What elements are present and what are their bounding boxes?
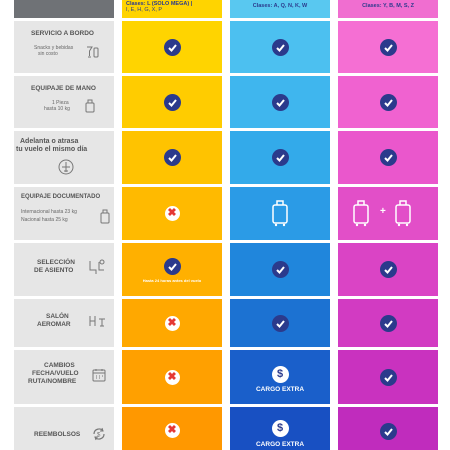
cell-salon-fare-3 xyxy=(338,299,438,347)
row-sub: Snacks y bebidas xyxy=(34,45,74,51)
cell-reembolsos-fare-1: ✖ xyxy=(122,407,222,450)
row-title: EQUIPAJE DOCUMENTADO xyxy=(21,194,101,200)
cell-adelanta-fare-3 xyxy=(338,131,438,184)
row-label-adelanta: Adelanta o atrasa tu vuelo el mismo día xyxy=(14,131,114,184)
row-sub: 1 Pieza xyxy=(52,100,69,106)
row-title: REEMBOLSOS xyxy=(34,431,81,438)
row-label-reembolsos: REEMBOLSOS $ xyxy=(14,407,114,450)
check-icon xyxy=(163,38,181,56)
row-title: Adelanta o atrasa xyxy=(20,138,79,145)
row-label-asiento: SELECCIÓN DE ASIENTO xyxy=(14,243,114,296)
cell-servicio-fare-1 xyxy=(122,21,222,73)
row-title: RUTA/NOMBRE xyxy=(28,378,77,385)
check-icon xyxy=(379,261,397,278)
row-sub: Nacional hasta 25 kg xyxy=(21,217,68,223)
row-title: CAMBIOS xyxy=(44,362,75,369)
x-mark-icon: ✖ xyxy=(164,315,180,331)
plus-icon: + xyxy=(380,206,386,217)
row-sub: hasta 10 kg xyxy=(44,106,70,112)
cell-documentado-fare-2 xyxy=(230,187,330,240)
row-sub: sin costo xyxy=(38,51,58,57)
header-fare-2: Clases: A, Q, N, K, W xyxy=(230,0,330,18)
cell-cambios-fare-1: ✖ xyxy=(122,350,222,404)
header-fare-1: Clases: L (SOLO MEGA) | I, E, H, G, X, P xyxy=(122,0,222,18)
row-label-servicio: SERVICIO A BORDO Snacks y bebidas sin co… xyxy=(14,21,114,73)
header-fare-3-classes: Clases: Y, B, M, S, Z xyxy=(362,3,414,9)
header-corner xyxy=(14,0,114,18)
seat-icon xyxy=(88,259,106,277)
check-icon xyxy=(379,422,397,440)
check-icon xyxy=(163,93,181,111)
row-label-cambios: CAMBIOS FECHA/VUELO RUTA/NOMBRE xyxy=(14,350,114,404)
cell-adelanta-fare-1 xyxy=(122,131,222,184)
suitcase-icon xyxy=(395,200,411,227)
cell-equipaje-mano-fare-2 xyxy=(230,76,330,128)
x-mark-icon: ✖ xyxy=(164,206,180,221)
plane-icon xyxy=(58,159,74,177)
check-icon xyxy=(379,368,397,386)
check-icon xyxy=(271,314,289,332)
row-title: SERVICIO A BORDO xyxy=(31,30,94,37)
suitcase-icon xyxy=(272,200,288,227)
drinks-icon xyxy=(86,45,100,61)
cell-documentado-fare-1: ✖ xyxy=(122,187,222,240)
dollar-icon: $ xyxy=(271,420,289,437)
cell-adelanta-fare-2 xyxy=(230,131,330,184)
row-sub: Internacional hasta 23 kg xyxy=(21,209,77,215)
svg-text:$: $ xyxy=(97,433,101,439)
row-label-salon: SALÓN AEROMAR xyxy=(14,299,114,347)
header-fare-2-classes: Clases: A, Q, N, K, W xyxy=(252,3,308,9)
row-title: DE ASIENTO xyxy=(34,267,74,274)
suitcase-icon xyxy=(353,200,369,227)
carry-on-bag-icon xyxy=(84,99,96,116)
row-title: AEROMAR xyxy=(37,321,71,328)
cell-servicio-fare-2 xyxy=(230,21,330,73)
cell-asiento-fare-2 xyxy=(230,243,330,296)
header-fare-1-classes-cont: I, E, H, G, X, P xyxy=(126,7,163,13)
cell-reembolsos-fare-2: $ CARGO EXTRA xyxy=(230,407,330,450)
row-title: SELECCIÓN xyxy=(37,259,75,266)
seat-note: Hasta 24 horas antes del vuelo xyxy=(142,278,202,283)
cell-salon-fare-1: ✖ xyxy=(122,299,222,347)
header-fare-3: Clases: Y, B, M, S, Z xyxy=(338,0,438,18)
check-icon xyxy=(379,93,397,111)
row-title: SALÓN xyxy=(46,313,69,320)
row-label-equipaje-mano: EQUIPAJE DE MANO 1 Pieza hasta 10 kg xyxy=(14,76,114,128)
cell-asiento-fare-1: Hasta 24 horas antes del vuelo xyxy=(122,243,222,296)
extra-charge-label: CARGO EXTRA xyxy=(255,386,305,393)
checked-bag-icon xyxy=(100,209,110,227)
check-icon xyxy=(271,38,289,56)
cell-documentado-fare-3: + xyxy=(338,187,438,240)
row-title: EQUIPAJE DE MANO xyxy=(31,85,96,92)
x-mark-icon: ✖ xyxy=(164,422,180,438)
x-mark-icon: ✖ xyxy=(164,369,180,385)
cell-asiento-fare-3 xyxy=(338,243,438,296)
check-icon xyxy=(379,38,397,56)
calendar-icon xyxy=(92,368,106,384)
lounge-icon xyxy=(88,314,106,330)
cell-servicio-fare-3 xyxy=(338,21,438,73)
cell-equipaje-mano-fare-1 xyxy=(122,76,222,128)
check-icon xyxy=(379,149,397,166)
extra-charge-label: CARGO EXTRA xyxy=(255,441,305,448)
dollar-icon: $ xyxy=(271,366,289,383)
check-icon xyxy=(163,257,181,275)
cell-equipaje-mano-fare-3 xyxy=(338,76,438,128)
header-fare-1-classes: Clases: L (SOLO MEGA) | xyxy=(126,1,193,7)
cell-salon-fare-2 xyxy=(230,299,330,347)
cell-cambios-fare-2: $ CARGO EXTRA xyxy=(230,350,330,404)
check-icon xyxy=(271,261,289,278)
cell-reembolsos-fare-3 xyxy=(338,407,438,450)
cell-cambios-fare-3 xyxy=(338,350,438,404)
row-title: FECHA/VUELO xyxy=(32,370,79,377)
check-icon xyxy=(163,149,181,166)
refund-icon: $ xyxy=(92,427,106,443)
check-icon xyxy=(271,93,289,111)
row-label-documentado: EQUIPAJE DOCUMENTADO Internacional hasta… xyxy=(14,187,114,240)
check-icon xyxy=(271,149,289,166)
row-title: tu vuelo el mismo día xyxy=(16,146,88,153)
check-icon xyxy=(379,314,397,332)
